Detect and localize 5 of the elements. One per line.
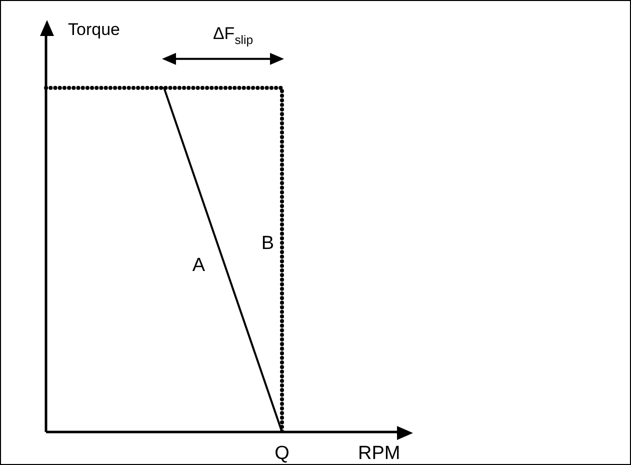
- x-axis-title: RPM: [358, 443, 400, 464]
- text: Q: [274, 443, 290, 464]
- series-label: B: [261, 233, 274, 254]
- series-label: A: [192, 255, 206, 276]
- y-axis-title: Torque: [68, 20, 120, 39]
